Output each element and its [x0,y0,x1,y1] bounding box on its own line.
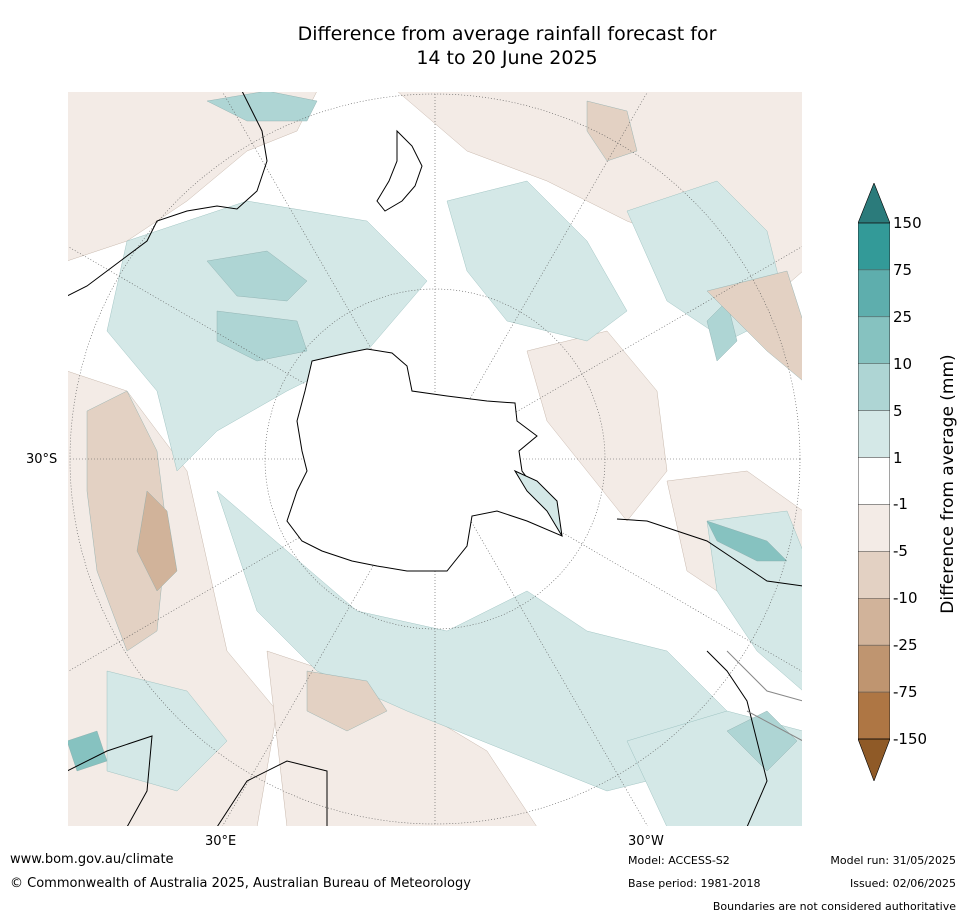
new-zealand-coastline [376,129,423,212]
south-america-coastline [616,518,803,827]
colorbar-band [857,316,891,364]
colorbar-tick-label: 10 [893,354,913,373]
colorbar-band [857,410,891,458]
country-boundaries [726,650,803,742]
colorbar-band [857,504,891,552]
colorbar-band [857,598,891,646]
colorbar-tick-label: 75 [893,260,913,279]
title-line-2: 14 to 20 June 2025 [416,47,598,69]
colorbar-wet-extreme-arrow [857,182,891,224]
colorbar-band [857,551,891,599]
boundaries-disclaimer: Boundaries are not considered authoritat… [712,900,956,913]
colorbar-tick-label: 5 [893,401,903,420]
colorbar-band [857,269,891,318]
colorbar-tick-label: -1 [893,495,908,514]
model-run-date: Model run: 31/05/2025 [830,854,956,867]
colorbar-tick-label: 1 [893,448,903,467]
copyright-text: © Commonwealth of Australia 2025, Austra… [10,876,471,891]
africa-coastline [67,735,328,827]
graticule [67,91,803,827]
colorbar-band [857,222,891,271]
map-title: Difference from average rainfall forecas… [0,22,965,70]
colorbar [857,182,891,782]
colorbar-dry-extreme-arrow [857,738,891,782]
colorbar-tick-label: -75 [893,683,918,702]
antarctica-coastline [286,348,563,572]
colorbar-tick-label: -25 [893,636,918,655]
colorbar-band [857,363,891,411]
colorbar-tick-label: -10 [893,589,918,608]
colorbar-tick-label: -5 [893,542,908,561]
longitude-label-30e: 30°E [205,834,237,849]
colorbar-band [857,457,891,505]
issued-date: Issued: 02/06/2025 [849,877,956,890]
australia-coastline [67,91,268,297]
title-line-1: Difference from average rainfall forecas… [297,23,717,45]
rainfall-anomaly-map [67,91,803,827]
colorbar-title: Difference from average (mm) [938,354,958,614]
base-period: Base period: 1981-2018 [628,877,761,890]
colorbar-band [857,644,891,693]
latitude-label-30s: 30°S [26,452,58,467]
colorbar-tick-label: 25 [893,307,913,326]
longitude-label-30w: 30°W [628,834,664,849]
anomaly-moderate-areas [67,91,803,772]
colorbar-tick-label: -150 [893,730,928,748]
website-link[interactable]: www.bom.gov.au/climate [10,852,174,867]
colorbar-tick-label: 150 [893,214,922,232]
model-name: Model: ACCESS-S2 [628,854,730,867]
colorbar-band [857,691,891,740]
antarctic-peninsula [513,469,563,537]
